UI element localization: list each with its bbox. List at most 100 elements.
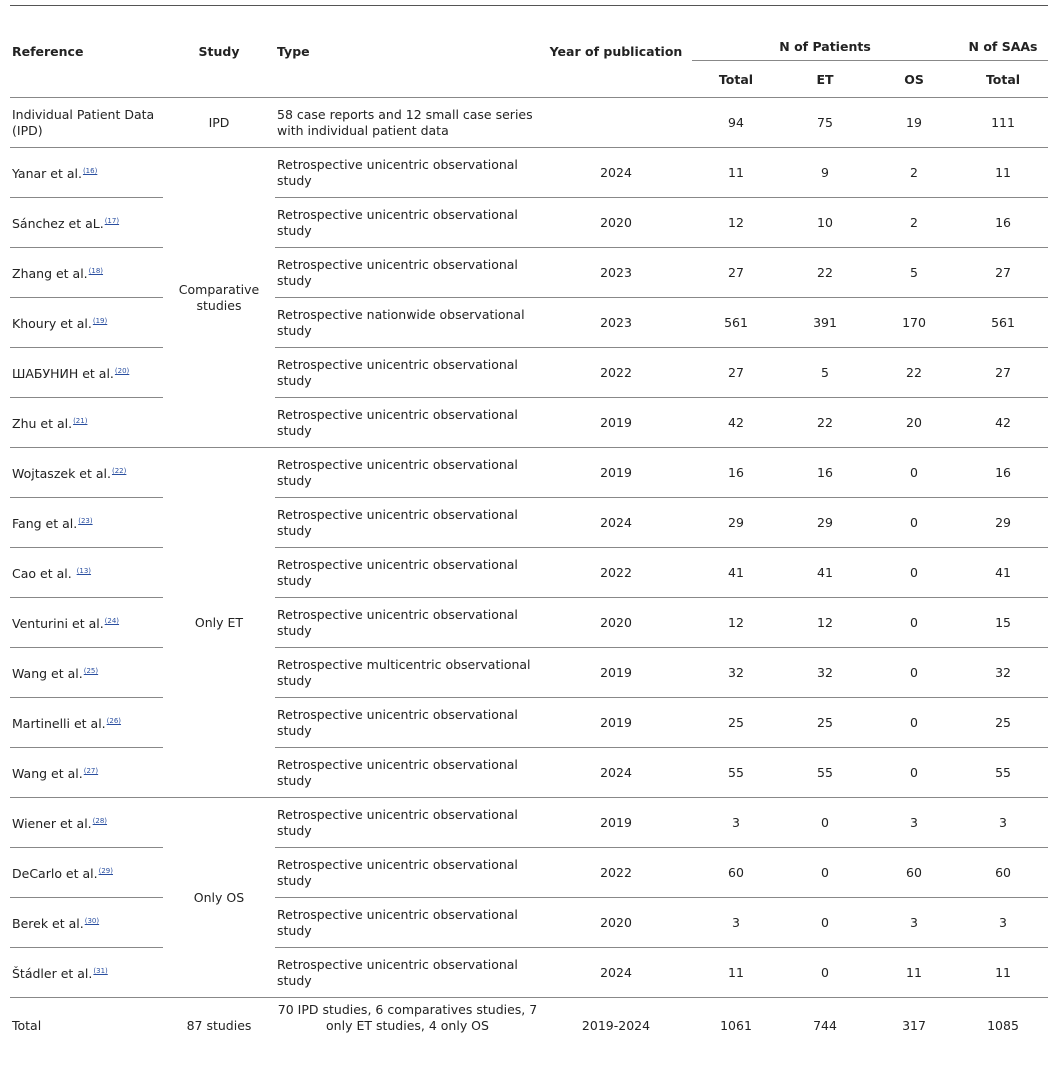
patients-os-cell: 0 bbox=[870, 598, 958, 648]
citation-link[interactable]: (29) bbox=[99, 867, 113, 875]
patients-et-cell: 29 bbox=[780, 498, 870, 548]
total-type: 70 IPD studies, 6 comparatives studies, … bbox=[275, 998, 540, 1067]
year-cell: 2019 bbox=[540, 798, 692, 848]
citation-link[interactable]: (25) bbox=[84, 667, 98, 675]
reference-name: ШАБУНИН et al. bbox=[12, 366, 114, 381]
year-cell: 2023 bbox=[540, 248, 692, 298]
patients-et-cell: 0 bbox=[780, 948, 870, 998]
type-cell: Retrospective unicentric observational s… bbox=[275, 548, 540, 598]
citation-link[interactable]: (21) bbox=[73, 417, 87, 425]
saas-total-cell: 25 bbox=[958, 698, 1048, 748]
type-cell: Retrospective unicentric observational s… bbox=[275, 448, 540, 498]
patients-et-cell: 22 bbox=[780, 248, 870, 298]
saas-total-cell: 16 bbox=[958, 198, 1048, 248]
year-cell: 2024 bbox=[540, 498, 692, 548]
citation-link[interactable]: (23) bbox=[78, 517, 92, 525]
patients-total-cell: 25 bbox=[692, 698, 780, 748]
saas-total-cell: 32 bbox=[958, 648, 1048, 698]
patients-et-cell: 0 bbox=[780, 898, 870, 948]
patients-os-cell: 20 bbox=[870, 398, 958, 448]
patients-et-cell: 5 bbox=[780, 348, 870, 398]
saas-total-cell: 561 bbox=[958, 298, 1048, 348]
study-group-cell: Comparative studies bbox=[163, 148, 275, 448]
year-cell: 2022 bbox=[540, 548, 692, 598]
citation-link[interactable]: (26) bbox=[107, 717, 121, 725]
citation-link[interactable]: (18) bbox=[89, 267, 103, 275]
year-cell: 2024 bbox=[540, 748, 692, 798]
patients-total-cell: 42 bbox=[692, 398, 780, 448]
citation-link[interactable]: (17) bbox=[105, 217, 119, 225]
reference-name: Venturini et al. bbox=[12, 616, 104, 631]
type-cell: Retrospective unicentric observational s… bbox=[275, 198, 540, 248]
total-os: 317 bbox=[870, 998, 958, 1067]
citation-link[interactable]: (13) bbox=[77, 567, 91, 575]
header-reference: Reference bbox=[10, 6, 163, 98]
study-group-cell: IPD bbox=[163, 98, 275, 148]
saas-total-cell: 29 bbox=[958, 498, 1048, 548]
patients-et-cell: 0 bbox=[780, 798, 870, 848]
year-cell: 2019 bbox=[540, 648, 692, 698]
reference-name: Khoury et al. bbox=[12, 316, 92, 331]
saas-total-cell: 3 bbox=[958, 798, 1048, 848]
reference-cell: Khoury et al.(19) bbox=[10, 298, 163, 348]
saas-total-cell: 41 bbox=[958, 548, 1048, 598]
reference-name: Štádler et al. bbox=[12, 966, 92, 981]
citation-link[interactable]: (30) bbox=[85, 917, 99, 925]
patients-os-cell: 3 bbox=[870, 898, 958, 948]
reference-cell: Cao et al. (13) bbox=[10, 548, 163, 598]
type-cell: Retrospective nationwide observational s… bbox=[275, 298, 540, 348]
type-cell: Retrospective unicentric observational s… bbox=[275, 898, 540, 948]
saas-total-cell: 60 bbox=[958, 848, 1048, 898]
header-saas-total: Total bbox=[958, 61, 1048, 98]
reference-cell: DeCarlo et al.(29) bbox=[10, 848, 163, 898]
reference-cell: Wang et al.(25) bbox=[10, 648, 163, 698]
reference-name: Sánchez et aL. bbox=[12, 216, 104, 231]
citation-link[interactable]: (16) bbox=[83, 167, 97, 175]
type-cell: Retrospective unicentric observational s… bbox=[275, 148, 540, 198]
reference-cell: Wiener et al.(28) bbox=[10, 798, 163, 848]
citation-link[interactable]: (19) bbox=[93, 317, 107, 325]
reference-cell: Martinelli et al.(26) bbox=[10, 698, 163, 748]
citation-link[interactable]: (20) bbox=[115, 367, 129, 375]
citation-link[interactable]: (28) bbox=[93, 817, 107, 825]
patients-os-cell: 3 bbox=[870, 798, 958, 848]
citation-link[interactable]: (31) bbox=[93, 967, 107, 975]
year-cell: 2019 bbox=[540, 698, 692, 748]
header-patients-total: Total bbox=[692, 61, 780, 98]
saas-total-cell: 111 bbox=[958, 98, 1048, 148]
reference-cell: Wang et al.(27) bbox=[10, 748, 163, 798]
patients-total-cell: 27 bbox=[692, 348, 780, 398]
study-group-cell: Only ET bbox=[163, 448, 275, 798]
patients-os-cell: 22 bbox=[870, 348, 958, 398]
total-patients: 1061 bbox=[692, 998, 780, 1067]
header-patients-os: OS bbox=[870, 61, 958, 98]
patients-os-cell: 0 bbox=[870, 548, 958, 598]
patients-os-cell: 0 bbox=[870, 498, 958, 548]
saas-total-cell: 16 bbox=[958, 448, 1048, 498]
patients-os-cell: 5 bbox=[870, 248, 958, 298]
patients-os-cell: 19 bbox=[870, 98, 958, 148]
reference-cell: Yanar et al.(16) bbox=[10, 148, 163, 198]
patients-total-cell: 60 bbox=[692, 848, 780, 898]
type-cell: Retrospective unicentric observational s… bbox=[275, 598, 540, 648]
patients-os-cell: 2 bbox=[870, 148, 958, 198]
patients-et-cell: 16 bbox=[780, 448, 870, 498]
header-n-saas: N of SAAs bbox=[958, 6, 1048, 61]
patients-total-cell: 3 bbox=[692, 898, 780, 948]
citation-link[interactable]: (22) bbox=[112, 467, 126, 475]
saas-total-cell: 15 bbox=[958, 598, 1048, 648]
total-year: 2019-2024 bbox=[540, 998, 692, 1067]
reference-name: Zhu et al. bbox=[12, 416, 72, 431]
patients-os-cell: 0 bbox=[870, 648, 958, 698]
year-cell bbox=[540, 98, 692, 148]
type-cell: Retrospective unicentric observational s… bbox=[275, 948, 540, 998]
patients-et-cell: 391 bbox=[780, 298, 870, 348]
patients-et-cell: 9 bbox=[780, 148, 870, 198]
patients-os-cell: 11 bbox=[870, 948, 958, 998]
reference-cell: ШАБУНИН et al.(20) bbox=[10, 348, 163, 398]
patients-et-cell: 41 bbox=[780, 548, 870, 598]
citation-link[interactable]: (27) bbox=[84, 767, 98, 775]
reference-cell: Wojtaszek et al.(22) bbox=[10, 448, 163, 498]
citation-link[interactable]: (24) bbox=[105, 617, 119, 625]
